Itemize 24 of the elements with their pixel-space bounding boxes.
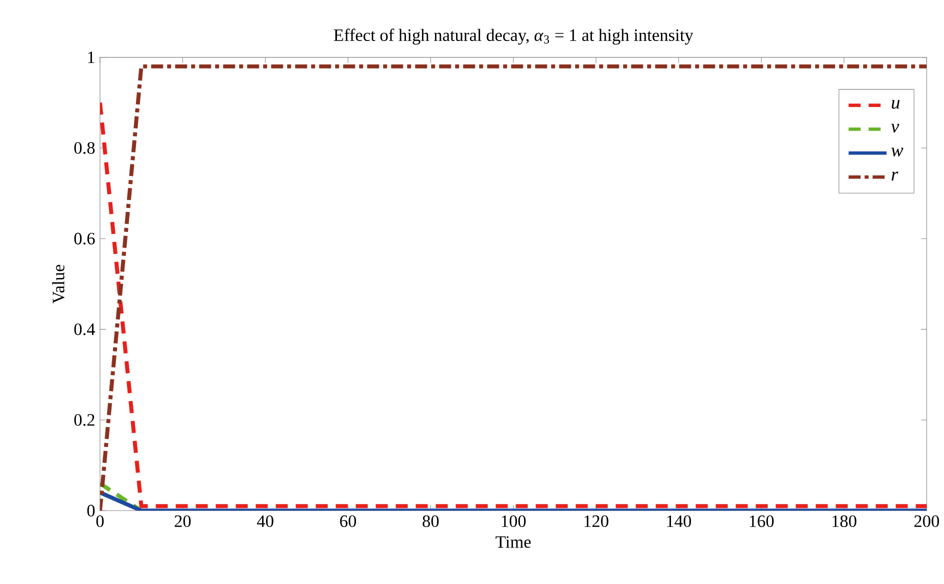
x-tick-label: 160 bbox=[750, 515, 774, 528]
x-tick-label: 200 bbox=[914, 515, 940, 528]
x-tick-label: 40 bbox=[257, 515, 274, 528]
y-tick-label: 1 bbox=[88, 52, 94, 64]
x-axis-title: Time bbox=[496, 536, 531, 548]
x-tick-label: 20 bbox=[174, 515, 191, 528]
y-tick-label: 0.8 bbox=[74, 142, 95, 154]
y-tick-label: 0.4 bbox=[74, 323, 96, 336]
x-tick-label: 0 bbox=[96, 515, 104, 528]
legend-label: v bbox=[891, 124, 900, 133]
y-tick-label: 0.6 bbox=[74, 232, 95, 245]
y-tick-label: 0.2 bbox=[74, 414, 94, 426]
x-tick-label: 120 bbox=[584, 515, 608, 528]
chart-title: Effect of high natural decay, α$_{3}$ = 1 at high intensity bbox=[334, 28, 694, 45]
x-tick-label: 80 bbox=[422, 515, 439, 528]
x-tick-label: 100 bbox=[502, 515, 526, 528]
x-tick-label: 140 bbox=[667, 515, 692, 528]
legend-label: r bbox=[892, 172, 898, 180]
legend-label: w bbox=[891, 148, 904, 157]
x-tick-label: 180 bbox=[832, 515, 856, 528]
legend-label: u bbox=[892, 100, 900, 109]
y-axis-title: Value bbox=[52, 264, 64, 304]
x-tick-label: 60 bbox=[340, 515, 356, 528]
y-tick-label: 0 bbox=[87, 504, 95, 516]
